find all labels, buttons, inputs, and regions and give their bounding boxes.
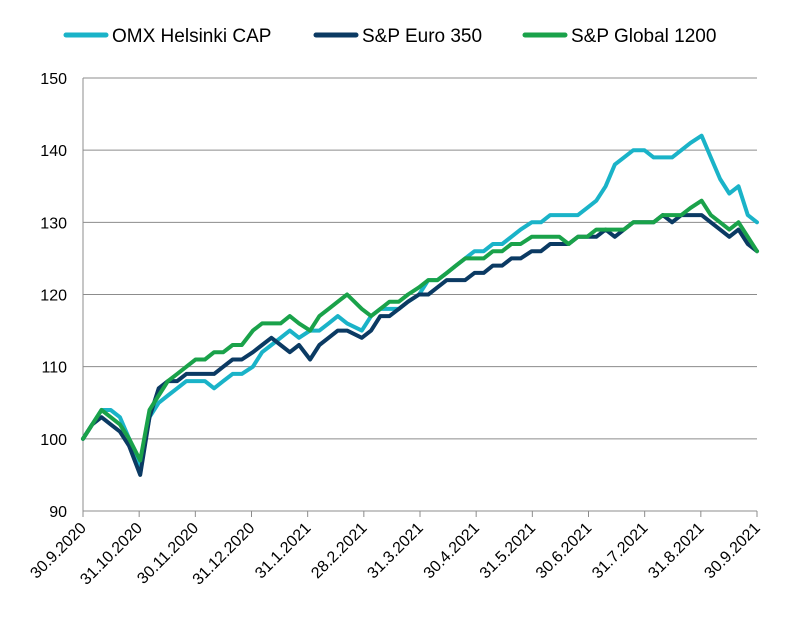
y-tick-label-120: 120: [40, 288, 67, 305]
legend-item-omx: OMX Helsinki CAP: [63, 26, 271, 47]
legend-label-omx: OMX Helsinki CAP: [112, 26, 271, 47]
x-tick-label-30.9.2021: 30.9.2021: [701, 520, 763, 582]
x-tick-label-30.4.2021: 30.4.2021: [421, 520, 483, 582]
y-tick-label-140: 140: [40, 143, 67, 160]
y-tick-label-130: 130: [40, 215, 67, 232]
legend-item-global1200: S&P Global 1200: [522, 26, 716, 47]
x-tick-label-31.1.2021: 31.1.2021: [252, 520, 314, 582]
x-tick-label-31.8.2021: 31.8.2021: [645, 520, 707, 582]
series-line-omx-helsinki-cap: [81, 133, 759, 470]
x-axis: 30.9.202031.10.202030.11.202031.12.20203…: [27, 510, 764, 588]
legend: OMX Helsinki CAP S&P Euro 350 S&P Global…: [63, 26, 716, 47]
y-tick-label-150: 150: [40, 71, 67, 88]
x-tick-label-31.3.2021: 31.3.2021: [364, 520, 426, 582]
x-tick-label-31.5.2021: 31.5.2021: [477, 520, 539, 582]
x-tick-label-31.7.2021: 31.7.2021: [589, 520, 651, 582]
y-tick-label-90: 90: [49, 504, 67, 521]
y-tick-label-100: 100: [40, 432, 67, 449]
series-line-sp-euro-350: [81, 213, 759, 477]
x-tick-label-28.2.2021: 28.2.2021: [308, 520, 370, 582]
legend-label-global1200: S&P Global 1200: [571, 26, 716, 47]
x-tick-label-30.6.2021: 30.6.2021: [533, 520, 595, 582]
y-tick-label-110: 110: [41, 360, 67, 377]
series-line-sp-global-1200: [81, 198, 759, 463]
legend-item-euro350: S&P Euro 350: [313, 26, 482, 47]
series-lines: [81, 133, 759, 477]
y-axis: 90 100 110 120 130 140 150: [40, 71, 84, 521]
legend-label-euro350: S&P Euro 350: [362, 26, 482, 47]
